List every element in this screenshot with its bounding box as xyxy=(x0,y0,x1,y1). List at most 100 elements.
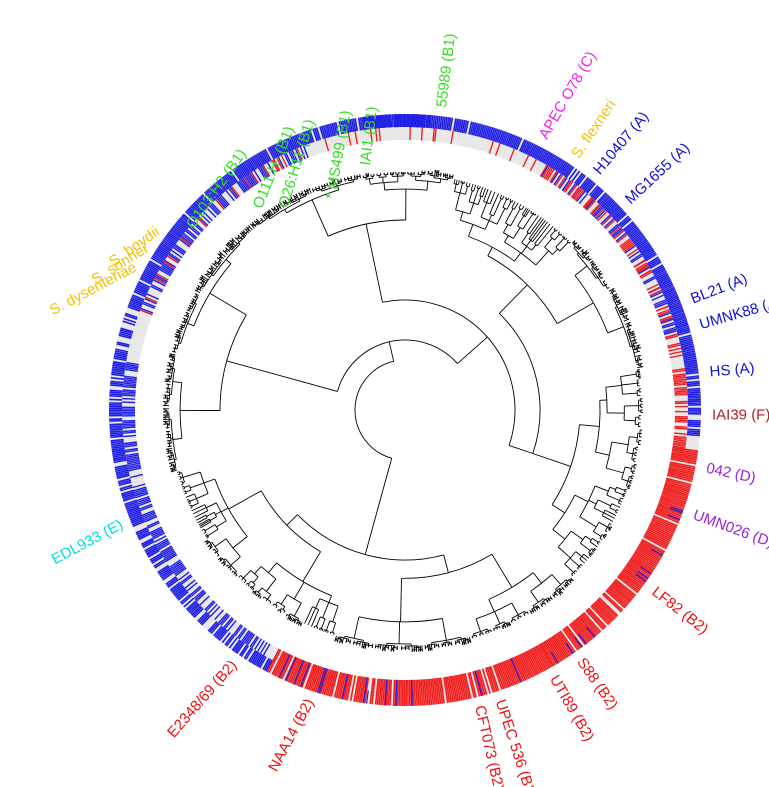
ring-tick xyxy=(175,221,187,232)
ring-tick xyxy=(112,452,126,457)
ring-tick xyxy=(556,632,573,655)
ring-tick xyxy=(127,509,141,516)
ring-tick xyxy=(627,561,651,578)
tree-branch xyxy=(592,538,599,543)
ring-tick xyxy=(296,661,308,686)
tree-arc xyxy=(473,628,488,635)
tree-branch xyxy=(459,183,463,194)
ring-tick xyxy=(377,115,381,129)
tree-branch xyxy=(623,310,626,312)
ring-tick xyxy=(529,144,538,157)
tree-branch xyxy=(556,302,594,324)
ring-tick xyxy=(651,548,664,557)
ring-tick xyxy=(687,431,701,435)
tree-arc xyxy=(552,494,576,530)
ring-tick xyxy=(287,657,300,683)
ring-tick xyxy=(221,176,232,188)
tree-arc xyxy=(272,207,276,211)
tree-arc xyxy=(171,468,174,472)
ring-tick xyxy=(669,461,696,468)
ring-tick xyxy=(242,161,251,174)
ring-tick xyxy=(571,170,581,182)
ring-tick xyxy=(265,659,273,672)
ring-tick xyxy=(164,235,177,245)
tree-branch xyxy=(638,347,642,349)
ring-tick xyxy=(128,304,141,311)
tree-arc xyxy=(384,188,428,191)
ring-tick xyxy=(531,145,539,158)
tree-branch xyxy=(553,592,556,596)
ring-tick xyxy=(416,114,419,128)
ring-tick xyxy=(132,483,146,489)
ring-tick xyxy=(552,635,569,658)
label-s88: S88 (B2) xyxy=(573,655,621,713)
tree-branch xyxy=(632,334,636,336)
tree-arc xyxy=(173,344,177,352)
ring-tick xyxy=(153,252,166,261)
ring-tick xyxy=(174,223,186,233)
ring-tick xyxy=(488,666,498,692)
tree-arc xyxy=(253,219,263,227)
ring-tick xyxy=(109,423,123,426)
ring-tick xyxy=(557,160,566,173)
ring-tick xyxy=(114,466,128,471)
ring-tick xyxy=(540,150,549,163)
ring-tick xyxy=(449,675,456,702)
ring-tick xyxy=(449,117,454,131)
ring-tick xyxy=(450,130,454,145)
ring-tick xyxy=(156,539,169,548)
ring-tick xyxy=(578,193,589,205)
ring-tick xyxy=(641,538,666,553)
ring-tick xyxy=(622,242,634,252)
tree-branch xyxy=(279,608,282,611)
ring-tick xyxy=(456,674,463,701)
tree-branch xyxy=(605,467,624,474)
ring-tick xyxy=(521,652,535,677)
ring-tick xyxy=(192,222,203,233)
ring-tick xyxy=(508,658,520,684)
ring-tick xyxy=(557,176,567,188)
ring-tick xyxy=(114,464,128,469)
tree-branch xyxy=(628,321,631,324)
tree-branch xyxy=(506,201,512,210)
tree-arc xyxy=(168,413,170,426)
tree-arc xyxy=(191,299,195,304)
ring-tick xyxy=(126,456,140,460)
ring-tick xyxy=(260,165,269,178)
tree-branch xyxy=(267,594,272,600)
ring-tick xyxy=(592,603,612,623)
ring-tick xyxy=(125,452,139,457)
ring-tick xyxy=(662,488,689,498)
tree-arc xyxy=(510,618,515,622)
ring-tick xyxy=(674,318,688,325)
tree-branch xyxy=(505,208,514,224)
ring-tick xyxy=(633,553,657,569)
tree-arc xyxy=(625,476,630,486)
ring-tick xyxy=(580,178,591,190)
tree-branch xyxy=(610,520,614,522)
tree-branch xyxy=(196,493,209,500)
tree-arc xyxy=(558,587,564,592)
ring-tick xyxy=(671,451,698,458)
tree-branch xyxy=(488,214,493,221)
tree-branch xyxy=(181,485,184,488)
tree-arc xyxy=(589,538,593,543)
tree-branch xyxy=(217,253,220,256)
ring-tick xyxy=(214,182,225,194)
tree-branch xyxy=(194,302,197,305)
tree-branch xyxy=(609,486,616,490)
tree-arc xyxy=(559,591,562,594)
ring-tick xyxy=(110,384,124,387)
ring-tick xyxy=(661,321,675,328)
ring-tick xyxy=(536,147,544,160)
ring-tick xyxy=(315,127,322,141)
tree-branch xyxy=(345,640,347,643)
ring-tick xyxy=(110,438,124,442)
ring-tick xyxy=(172,246,185,256)
tree-arc xyxy=(181,472,185,483)
tree-arc xyxy=(180,325,184,330)
ring-tick xyxy=(596,599,616,619)
ring-tick xyxy=(251,636,260,649)
ring-tick xyxy=(610,583,632,602)
ring-tick xyxy=(212,184,222,196)
